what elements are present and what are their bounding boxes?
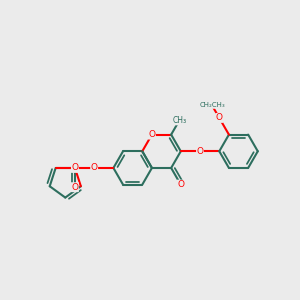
Text: O: O bbox=[148, 130, 155, 139]
Text: CH₃: CH₃ bbox=[172, 116, 186, 125]
Text: O: O bbox=[216, 113, 223, 122]
Text: CH₂CH₃: CH₂CH₃ bbox=[199, 102, 225, 108]
Text: O: O bbox=[177, 180, 184, 189]
Text: O: O bbox=[71, 164, 78, 172]
Text: O: O bbox=[196, 147, 203, 156]
Text: O: O bbox=[71, 183, 78, 192]
Text: O: O bbox=[91, 164, 98, 172]
